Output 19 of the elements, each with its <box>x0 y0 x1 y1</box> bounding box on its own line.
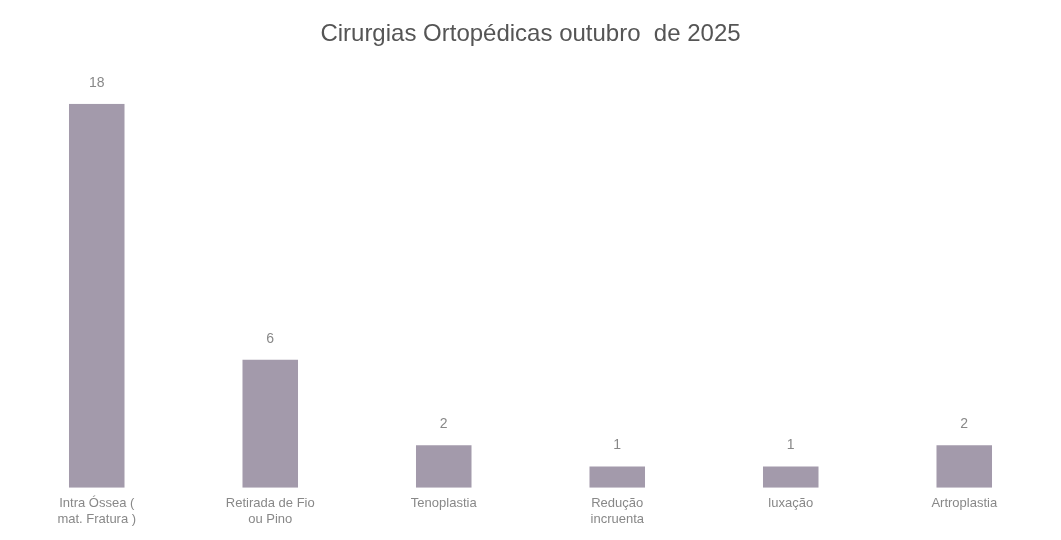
bar <box>242 359 299 488</box>
x-tick-label: Retirada de Fio ou Pino <box>225 495 315 526</box>
bar <box>762 466 819 488</box>
data-label: 1 <box>786 436 795 453</box>
x-tick-label: Redução incruenta <box>590 495 645 526</box>
x-tick-label: Tenoplastia <box>410 495 478 511</box>
data-label: 2 <box>439 414 448 431</box>
data-label: 2 <box>960 414 969 431</box>
data-label: 6 <box>266 329 275 346</box>
x-tick-label: luxação <box>768 495 814 511</box>
data-label: 1 <box>613 436 622 453</box>
bar <box>415 445 472 488</box>
bar <box>589 466 646 488</box>
bar <box>936 445 993 488</box>
x-tick-label: Intra Óssea ( mat. Fratura ) <box>57 495 137 526</box>
x-tick-label: Artroplastia <box>931 495 998 511</box>
chart-title: Cirurgias Ortopédicas outubro de 2025 <box>320 19 741 47</box>
bar <box>68 103 125 488</box>
data-label: 18 <box>88 73 105 90</box>
